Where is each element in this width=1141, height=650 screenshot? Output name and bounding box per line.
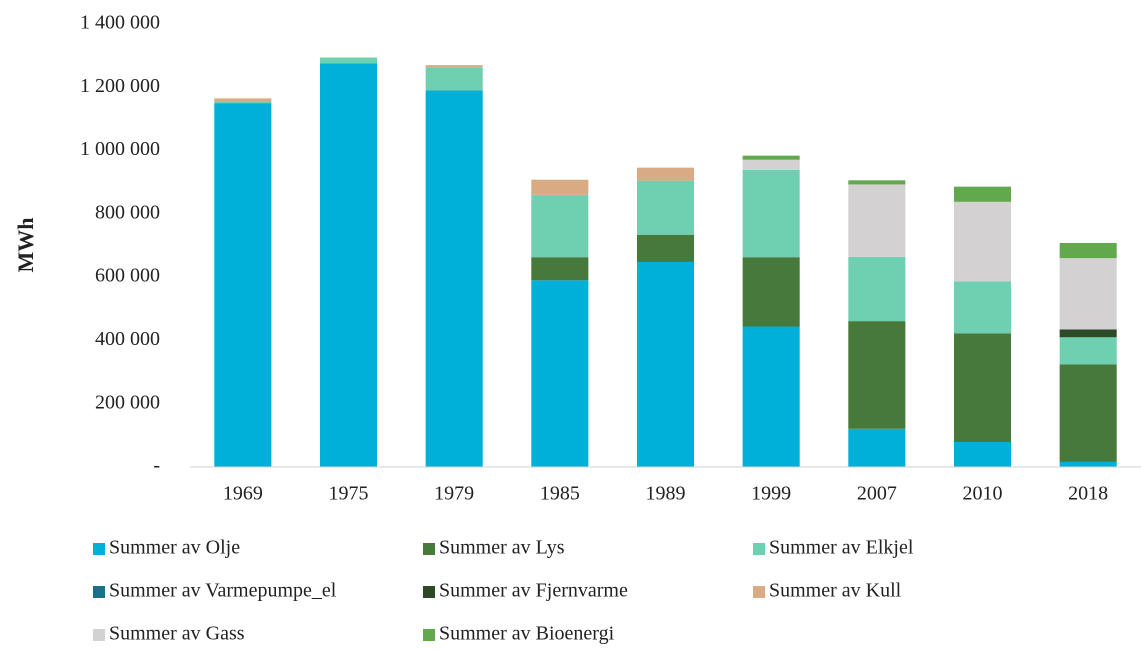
legend-label: Summer av Gass [109, 623, 245, 645]
legend-swatch [93, 586, 105, 598]
bar-segment [953, 201, 1012, 282]
bar-segment [636, 261, 695, 467]
bar-segment [319, 57, 378, 64]
bar-segment [848, 184, 906, 257]
bar-segment [742, 257, 800, 327]
x-tick-label: 1979 [434, 483, 474, 505]
legend-label: Summer av Kull [769, 580, 902, 602]
x-tick-label: 1975 [329, 483, 369, 505]
bar-segment [953, 281, 1012, 334]
bar-segment [742, 159, 800, 170]
bar-segment [1059, 461, 1117, 467]
x-tick-label: 1985 [540, 483, 580, 505]
y-tick-label: 1 200 000 [80, 75, 160, 97]
bar-segment [742, 155, 800, 160]
bar-segment [848, 321, 906, 429]
bar-segment [953, 442, 1012, 467]
bar-segment [214, 101, 272, 104]
x-tick-label: 1969 [223, 483, 263, 505]
x-tick-label: 1999 [751, 483, 791, 505]
bar-segment [636, 167, 695, 181]
y-tick-label: - [153, 455, 160, 477]
x-tick-label: 2018 [1068, 483, 1108, 505]
bar-segment [1059, 329, 1117, 338]
legend-swatch [753, 586, 765, 598]
bar-segment [425, 65, 483, 68]
legend-label: Summer av Elkjel [769, 537, 914, 559]
y-tick-label: 400 000 [95, 328, 160, 350]
legend-label: Summer av Fjernvarme [439, 580, 628, 602]
y-tick-label: 200 000 [95, 391, 160, 413]
legend-swatch [423, 629, 435, 641]
x-tick-label: 1989 [646, 483, 686, 505]
bar-segment [531, 179, 589, 195]
bar-segment [742, 326, 800, 467]
bar-segment [848, 428, 906, 467]
x-tick-label: 2007 [857, 483, 897, 505]
bar-segment [953, 333, 1012, 443]
y-tick-label: 1 400 000 [80, 12, 160, 34]
y-tick-label: 800 000 [95, 201, 160, 223]
bar-segment [531, 257, 589, 281]
x-tick-label: 2010 [963, 483, 1003, 505]
legend-label: Summer av Olje [109, 537, 240, 559]
bar-segment [531, 194, 589, 258]
bar-segment [425, 90, 483, 467]
legend-swatch [423, 543, 435, 555]
y-tick-label: 600 000 [95, 265, 160, 287]
y-axis-label: MWh [13, 218, 38, 273]
legend-label: Summer av Varmepumpe_el [109, 580, 337, 602]
bar-segment [319, 63, 378, 467]
bar-segment [1059, 242, 1117, 259]
bar-segment [636, 180, 695, 235]
bar-segment [214, 103, 272, 467]
bar-segment [1059, 258, 1117, 330]
bar-segment [848, 180, 906, 185]
legend-label: Summer av Lys [439, 537, 565, 559]
bar-segment [214, 98, 272, 102]
bar-segment [425, 67, 483, 91]
bar-segment [531, 280, 589, 467]
bar-segment [1059, 364, 1117, 462]
legend-swatch [753, 543, 765, 555]
legend-swatch [423, 586, 435, 598]
y-tick-label: 1 000 000 [80, 138, 160, 160]
bar-segment [848, 256, 906, 322]
legend-swatch [93, 629, 105, 641]
bar-segment [636, 234, 695, 262]
legend-swatch [93, 543, 105, 555]
bar-segment [742, 169, 800, 258]
bar-segment [1059, 337, 1117, 365]
legend-label: Summer av Bioenergi [439, 623, 615, 645]
bar-segment [953, 186, 1012, 202]
